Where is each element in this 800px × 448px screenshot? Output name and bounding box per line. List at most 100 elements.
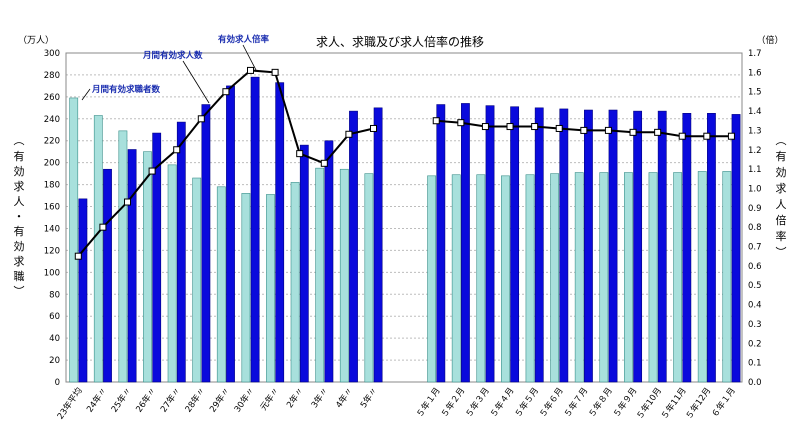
y-right-label-char: 有 <box>776 149 787 163</box>
bar-job-seekers <box>364 173 374 383</box>
bar-job-openings <box>226 85 235 383</box>
y-right-tick-label: 0.1 <box>748 359 762 369</box>
ratio-marker <box>580 126 588 134</box>
x-tick-label: ５年12月 <box>683 385 713 421</box>
x-tick-label: 26年〃 <box>134 385 159 414</box>
y-right-tick-label: 1.0 <box>748 184 762 194</box>
y-right-tick-label: 1.3 <box>748 126 762 136</box>
y-right-label-char: 人 <box>776 198 787 211</box>
y-right-tick-label: 0.6 <box>748 262 762 272</box>
y-right-tick-label: 0.7 <box>748 243 762 253</box>
x-tick-label: 元年〃 <box>258 385 282 412</box>
y-left-tick-label: 140 <box>44 224 60 234</box>
y-right-tick-label: 0.0 <box>748 378 762 388</box>
y-right-label-bracket-open: ︵ <box>776 134 787 147</box>
ratio-marker <box>148 167 156 175</box>
bar-job-seekers <box>697 171 707 383</box>
x-tick-label: 5年〃 <box>358 385 380 410</box>
ratio-marker <box>506 123 514 131</box>
bar-job-seekers <box>722 171 732 383</box>
ratio-marker <box>320 159 328 167</box>
ratio-marker <box>197 115 205 123</box>
bar-job-openings <box>510 106 520 383</box>
bar-job-seekers <box>427 175 437 383</box>
bar-job-openings <box>485 105 495 383</box>
bar-job-openings <box>731 114 741 383</box>
y-right-tick-label: 0.9 <box>748 204 762 214</box>
bar-job-seekers <box>315 167 325 383</box>
bar-job-openings <box>707 113 716 383</box>
x-tick-label: 2年〃 <box>284 385 306 410</box>
y-right-tick-label: 1.4 <box>748 107 762 117</box>
bar-job-seekers <box>624 172 633 383</box>
bar-job-seekers <box>167 164 177 383</box>
ratio-marker <box>124 198 131 206</box>
bar-job-seekers <box>673 172 683 383</box>
x-tick-label: ５年５月 <box>513 385 542 419</box>
bar-job-seekers <box>192 177 202 383</box>
ratio-marker <box>432 117 440 125</box>
y-left-label-char: 求 <box>14 180 25 193</box>
ratio-marker <box>654 128 662 136</box>
y-right-tick-label: 1.6 <box>748 68 762 78</box>
y-left-tick-label: 120 <box>44 246 60 256</box>
y-left-tick-label: 260 <box>44 93 60 103</box>
y-left-tick-label: 40 <box>49 334 60 344</box>
annotation-ratio: 有効求人倍率 <box>218 34 270 45</box>
y-right-tick-label: 1.5 <box>748 88 762 98</box>
y-left-label-char: 効 <box>14 239 25 253</box>
bar-job-seekers <box>69 97 79 383</box>
y-left-label-char: 求 <box>14 255 25 268</box>
y-left-tick-label: 200 <box>44 159 60 169</box>
ratio-marker <box>74 252 82 260</box>
x-tick-label: ５年４月 <box>488 385 517 419</box>
ratio-marker <box>481 123 489 131</box>
bar-job-openings <box>201 104 211 383</box>
y-right-label-char: 効 <box>776 165 787 179</box>
y-left-tick-label: 180 <box>44 181 60 191</box>
bar-job-seekers <box>525 174 535 383</box>
bar-job-openings <box>324 140 334 383</box>
x-tick-label: 4年〃 <box>333 385 355 410</box>
ratio-marker <box>345 130 353 138</box>
y-right-tick-label: 0.2 <box>748 339 762 349</box>
y-left-label-char: 有 <box>14 224 25 238</box>
y-left-label-bracket-close: ︶ <box>14 285 25 298</box>
bar-job-openings <box>152 132 162 383</box>
bars <box>69 76 741 383</box>
bar-job-seekers <box>476 174 486 383</box>
y-right-tick-labels: 0.0 0.1 0.2 0.3 0.4 0.5 0.6 0.7 0.8 0.9 1.0 1.1 1.2 1… <box>748 49 762 388</box>
y-left-unit: （万人） <box>18 35 54 46</box>
bar-job-seekers <box>266 194 275 383</box>
bar-job-seekers <box>451 174 461 383</box>
bar-job-seekers <box>216 186 226 383</box>
ratio-marker <box>555 124 563 132</box>
y-left-label-char: 職 <box>14 270 25 283</box>
x-tick-label: ６年１月 <box>709 385 738 419</box>
y-left-tick-label: 280 <box>44 71 60 81</box>
bar-job-seekers <box>550 173 560 383</box>
y-right-tick-label: 1.1 <box>748 165 762 175</box>
y-left-tick-label: 100 <box>44 268 60 278</box>
bar-job-openings <box>534 107 544 383</box>
y-left-tick-label: 300 <box>44 49 60 59</box>
ratio-marker <box>531 123 539 131</box>
x-tick-label: ５年２月 <box>439 385 468 419</box>
y-right-tick-label: 0.5 <box>748 281 762 291</box>
ratio-marker <box>457 119 465 127</box>
y-right-label-char: 率 <box>776 229 787 243</box>
ratio-marker <box>99 223 107 231</box>
x-tick-label: ５年７月 <box>562 385 591 419</box>
ratio-marker <box>727 132 735 140</box>
x-tick-label: 27年〃 <box>158 385 183 414</box>
y-left-label-char: 人 <box>14 195 25 208</box>
y-left-tick-label: 60 <box>49 312 60 322</box>
x-tick-label: 30年〃 <box>232 385 257 414</box>
y-left-tick-labels: 0 20 40 60 80 100 120 140 160 180 200 220 240 260 280 3… <box>44 49 60 388</box>
y-left-tick-label: 0 <box>55 378 60 388</box>
x-tick-label: 28年〃 <box>183 385 208 414</box>
bar-job-seekers <box>599 172 609 383</box>
